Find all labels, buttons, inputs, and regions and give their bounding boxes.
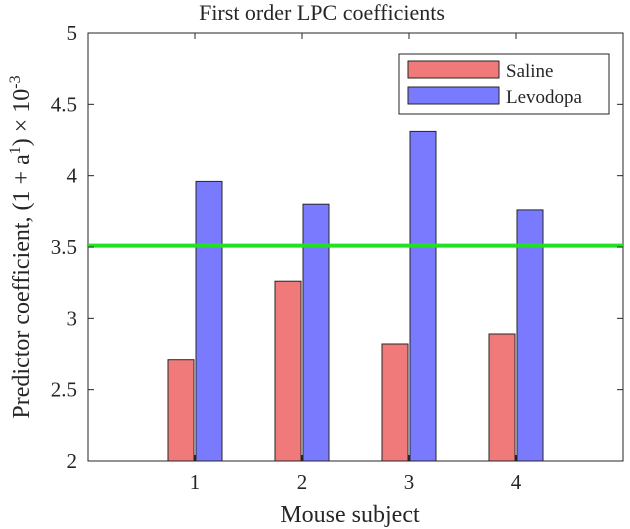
bar-saline-3	[381, 343, 409, 462]
legend-label-levodopa: Levodopa	[506, 87, 583, 108]
y-tick-label: 4.5	[51, 92, 77, 116]
y-tick-label: 4	[67, 164, 78, 188]
y-axis-label-sup2: -3	[7, 75, 24, 88]
bar-levodopa-1	[195, 180, 223, 462]
y-axis-label-mid: ) × 10	[9, 89, 35, 147]
y-tick-label: 3.5	[51, 235, 77, 259]
bars-layer	[167, 130, 544, 462]
y-ticks: 2 2.5 3 3.5 4 4.5 5	[51, 21, 623, 473]
y-tick-label: 3	[67, 306, 78, 330]
y-tick-label: 2.5	[51, 378, 77, 402]
y-axis-label-main: Predictor coefficient, (1 + a	[9, 154, 35, 419]
legend-swatch-levodopa	[407, 86, 500, 105]
x-tick-label: 2	[297, 470, 308, 494]
x-tick-label: 3	[404, 470, 415, 494]
legend-label-saline: Saline	[506, 61, 554, 82]
bar-saline-2	[274, 280, 302, 462]
x-tick-label: 1	[190, 470, 201, 494]
x-tick-label: 4	[511, 470, 522, 494]
bar-levodopa-3	[409, 130, 437, 462]
legend-swatch-saline	[407, 60, 500, 79]
x-axis-label: Mouse subject	[280, 502, 420, 528]
y-axis-label: Predictor coefficient, (1 + a1) × 10-3	[7, 75, 35, 418]
bar-levodopa-2	[302, 203, 330, 462]
y-tick-label: 5	[67, 21, 78, 45]
y-axis-label-sup1: 1	[7, 146, 24, 154]
chart-title: First order LPC coefficients	[199, 0, 445, 25]
bar-saline-1	[167, 359, 195, 462]
legend: Saline Levodopa	[398, 53, 610, 115]
bar-saline-4	[488, 333, 516, 462]
x-ticks: 1 2 3 4	[190, 33, 522, 494]
y-tick-label: 2	[67, 449, 78, 473]
bar-levodopa-4	[516, 209, 544, 462]
